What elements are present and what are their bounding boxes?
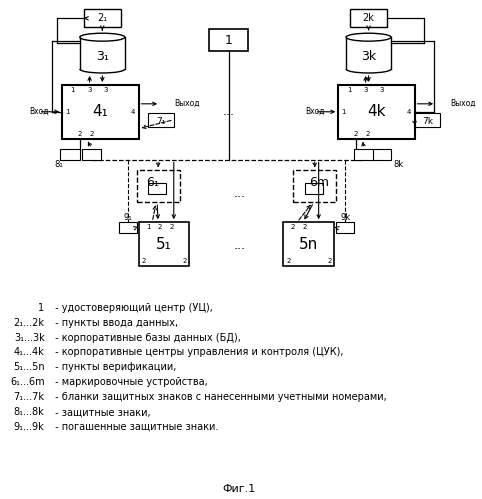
Text: 2: 2 [182, 258, 187, 264]
Bar [336, 222, 354, 233]
Text: 1: 1 [146, 224, 150, 230]
Text: 4k: 4k [367, 104, 386, 119]
Bar [82, 149, 101, 160]
Bar [60, 149, 80, 160]
Text: 9₁: 9₁ [123, 213, 132, 222]
Text: Фиг.1: Фиг.1 [223, 484, 256, 494]
Text: 1: 1 [347, 87, 351, 93]
Bar [138, 222, 189, 266]
Bar [293, 171, 336, 202]
Text: 2₁...2k: 2₁...2k [13, 317, 44, 327]
Text: 3: 3 [363, 87, 368, 93]
Text: 9₁...9k: 9₁...9k [14, 422, 44, 432]
Text: 9k: 9k [340, 213, 350, 222]
Text: 5₁...5n: 5₁...5n [13, 362, 44, 372]
Text: 8k: 8k [394, 160, 404, 169]
Text: 4: 4 [131, 109, 135, 115]
Text: 1: 1 [65, 109, 69, 115]
Bar [354, 149, 374, 160]
Text: - корпоративные базы данных (БД),: - корпоративные базы данных (БД), [53, 332, 241, 342]
Text: 2: 2 [89, 131, 94, 137]
Text: 2: 2 [141, 258, 146, 264]
Bar [136, 171, 180, 202]
Text: Вход: Вход [29, 107, 49, 116]
Text: 7₁...7k: 7₁...7k [13, 392, 44, 402]
Text: ...: ... [223, 105, 235, 118]
Text: 8₁: 8₁ [54, 160, 63, 169]
Bar [62, 85, 138, 139]
Bar [119, 222, 136, 233]
Bar [148, 113, 174, 127]
Text: Вход: Вход [305, 107, 324, 116]
Text: 2: 2 [170, 224, 174, 230]
Text: - корпоративные центры управления и контроля (ЦУК),: - корпоративные центры управления и конт… [53, 347, 344, 357]
Text: 2: 2 [303, 224, 307, 230]
Bar [305, 183, 322, 194]
Text: - удостоверяющий центр (УЦ),: - удостоверяющий центр (УЦ), [53, 303, 213, 313]
Bar [338, 85, 415, 139]
Bar [415, 113, 440, 127]
Text: 4₁...4k: 4₁...4k [14, 347, 44, 357]
Text: ...: ... [233, 239, 245, 251]
Text: 5n: 5n [299, 237, 319, 251]
Text: 3₁...3k: 3₁...3k [14, 332, 44, 342]
Text: 1: 1 [71, 87, 75, 93]
Text: - маркировочные устройства,: - маркировочные устройства, [53, 377, 208, 387]
Text: 1: 1 [39, 303, 44, 313]
Text: - защитные знаки,: - защитные знаки, [53, 407, 151, 417]
Text: 2: 2 [291, 224, 295, 230]
Text: 6m: 6m [308, 176, 329, 189]
Text: 1: 1 [341, 109, 346, 115]
Text: 3₁: 3₁ [96, 49, 109, 62]
Ellipse shape [346, 33, 391, 41]
Text: 2: 2 [158, 224, 162, 230]
Text: 7₁: 7₁ [156, 117, 166, 126]
Text: - бланки защитных знаков с нанесенными учетными номерами,: - бланки защитных знаков с нанесенными у… [53, 392, 387, 402]
Text: 3: 3 [87, 87, 92, 93]
Text: 2k: 2k [362, 13, 375, 23]
Text: 6₁...6m: 6₁...6m [10, 377, 44, 387]
Text: 2: 2 [365, 131, 370, 137]
Text: 3k: 3k [361, 49, 376, 62]
Text: Выход: Выход [174, 99, 199, 108]
Text: - пункты ввода данных,: - пункты ввода данных, [53, 317, 178, 327]
Text: 8₁...8k: 8₁...8k [14, 407, 44, 417]
Text: ...: ... [233, 187, 245, 200]
Bar [372, 149, 391, 160]
Bar [283, 222, 335, 266]
Text: 2: 2 [327, 258, 332, 264]
Bar [148, 183, 166, 194]
Text: 5₁: 5₁ [156, 237, 172, 251]
Text: 6₁: 6₁ [146, 176, 159, 189]
Text: 4₁: 4₁ [93, 104, 108, 119]
Text: - пункты верификации,: - пункты верификации, [53, 362, 177, 372]
Bar [350, 9, 387, 27]
Text: 2₁: 2₁ [97, 13, 107, 23]
Text: 4: 4 [406, 109, 411, 115]
Text: 3: 3 [103, 87, 107, 93]
Text: - погашенные защитные знаки.: - погашенные защитные знаки. [53, 422, 219, 432]
Text: 3: 3 [379, 87, 384, 93]
Text: Выход: Выход [450, 99, 475, 108]
Bar [209, 29, 248, 51]
Text: 1: 1 [225, 33, 232, 47]
Text: 2: 2 [78, 131, 82, 137]
Bar [84, 9, 121, 27]
Text: 7k: 7k [422, 117, 433, 126]
Text: 2: 2 [354, 131, 358, 137]
Text: 2: 2 [286, 258, 291, 264]
Ellipse shape [80, 33, 125, 41]
